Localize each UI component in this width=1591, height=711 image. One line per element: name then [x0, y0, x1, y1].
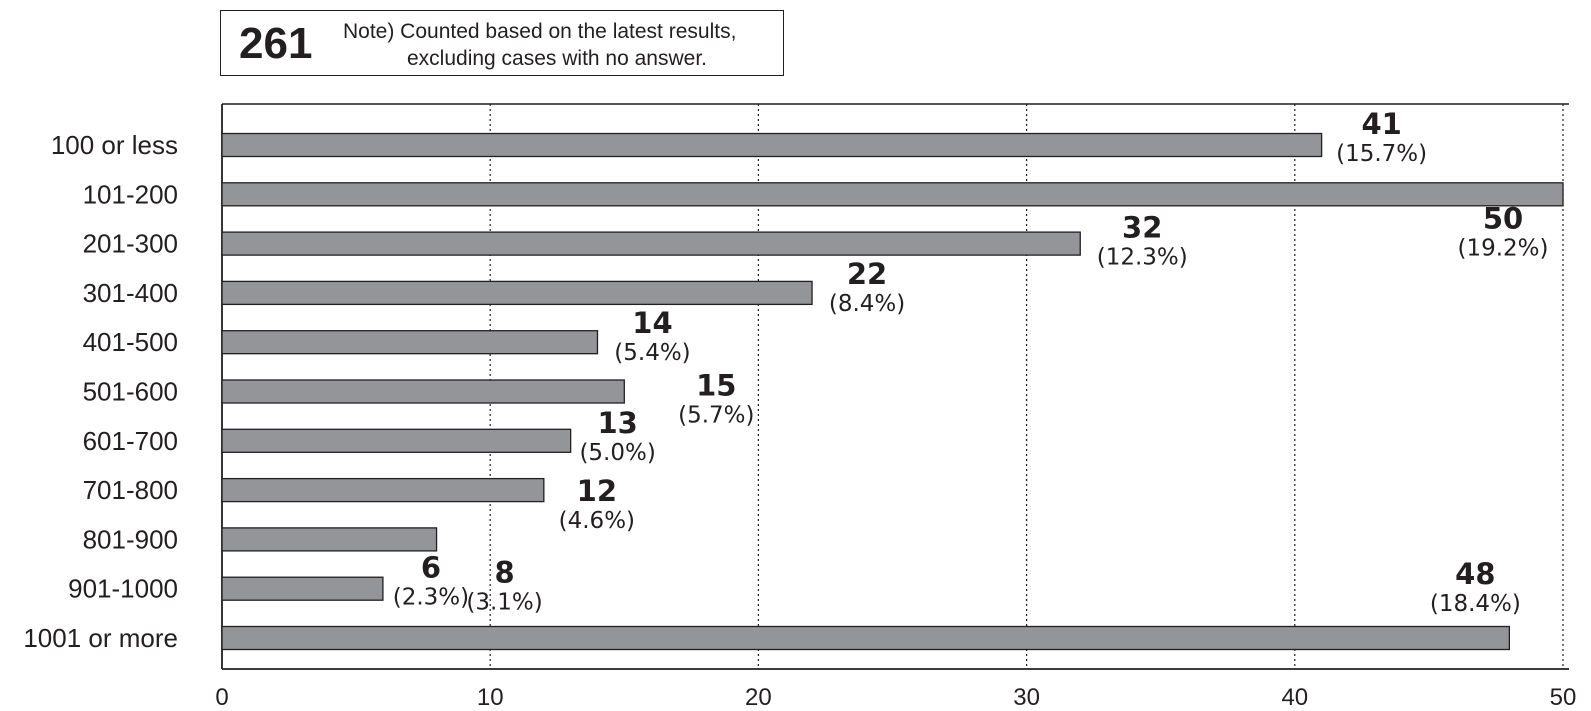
category-label: 701-800 — [83, 475, 178, 505]
bar — [221, 625, 1511, 651]
bar — [221, 527, 438, 552]
data-label-count: 50 — [1483, 201, 1523, 235]
bar — [221, 576, 384, 601]
x-tick-label: 40 — [1281, 684, 1308, 711]
data-label-count: 12 — [577, 474, 617, 508]
bar — [221, 132, 1323, 158]
data-label-percent: (5.7%) — [678, 403, 754, 429]
bar — [221, 231, 1081, 256]
data-label-percent: (19.2%) — [1457, 235, 1548, 261]
bar — [221, 280, 813, 306]
data-label-percent: (15.7%) — [1336, 141, 1427, 167]
data-label-percent: (12.3%) — [1097, 245, 1188, 271]
note-box: 261 Note) Counted based on the latest re… — [220, 10, 784, 76]
category-label: 201-300 — [83, 229, 178, 259]
data-label-percent: (18.4%) — [1430, 591, 1521, 617]
x-tick-label: 0 — [215, 684, 228, 711]
bar — [221, 428, 572, 453]
x-tick-label: 30 — [1013, 684, 1040, 711]
note-line-2: excluding cases with no answer. — [407, 47, 707, 70]
data-label-count: 6 — [421, 551, 441, 585]
category-label: 801-900 — [83, 524, 178, 554]
bar — [221, 379, 625, 404]
data-label-count: 48 — [1455, 557, 1495, 591]
data-label-count: 22 — [847, 257, 887, 291]
note-text: Note) Counted based on the latest result… — [343, 18, 736, 72]
data-label-count: 8 — [494, 555, 514, 589]
category-label: 301-400 — [83, 278, 178, 308]
data-label-percent: (5.0%) — [579, 440, 655, 466]
data-label-percent: (4.6%) — [559, 508, 635, 534]
data-label-count: 32 — [1122, 211, 1162, 245]
category-label: 101-200 — [83, 179, 178, 209]
data-label-count: 14 — [632, 306, 672, 340]
data-label-count: 13 — [597, 406, 637, 440]
bar — [221, 182, 1564, 207]
data-label-percent: (8.4%) — [829, 291, 905, 317]
x-tick-label: 20 — [745, 684, 772, 711]
data-label-count: 15 — [696, 369, 736, 403]
data-label-count: 41 — [1361, 107, 1401, 141]
category-label: 601-700 — [83, 426, 178, 456]
category-label: 100 or less — [51, 130, 178, 160]
category-label: 401-500 — [83, 327, 178, 357]
data-label-percent: (5.4%) — [614, 340, 690, 366]
bar — [221, 477, 545, 503]
data-label-percent: (2.3%) — [393, 585, 469, 611]
category-label: 901-1000 — [68, 574, 178, 604]
total-count: 261 — [239, 19, 313, 68]
note-line-1: Note) Counted based on the latest result… — [343, 20, 737, 43]
bar — [221, 330, 599, 355]
data-label-percent: (3.1%) — [466, 589, 542, 615]
x-tick-label: 50 — [1550, 684, 1577, 711]
category-label: 1001 or more — [23, 623, 178, 653]
category-label: 501-600 — [83, 377, 178, 407]
x-tick-label: 10 — [477, 684, 504, 711]
